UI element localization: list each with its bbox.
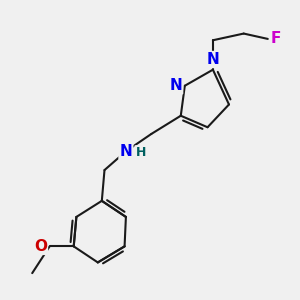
Text: H: H bbox=[135, 146, 146, 159]
Text: O: O bbox=[34, 239, 47, 254]
Text: F: F bbox=[271, 32, 281, 46]
Text: N: N bbox=[206, 52, 219, 67]
Text: N: N bbox=[169, 78, 182, 93]
Text: N: N bbox=[119, 144, 132, 159]
